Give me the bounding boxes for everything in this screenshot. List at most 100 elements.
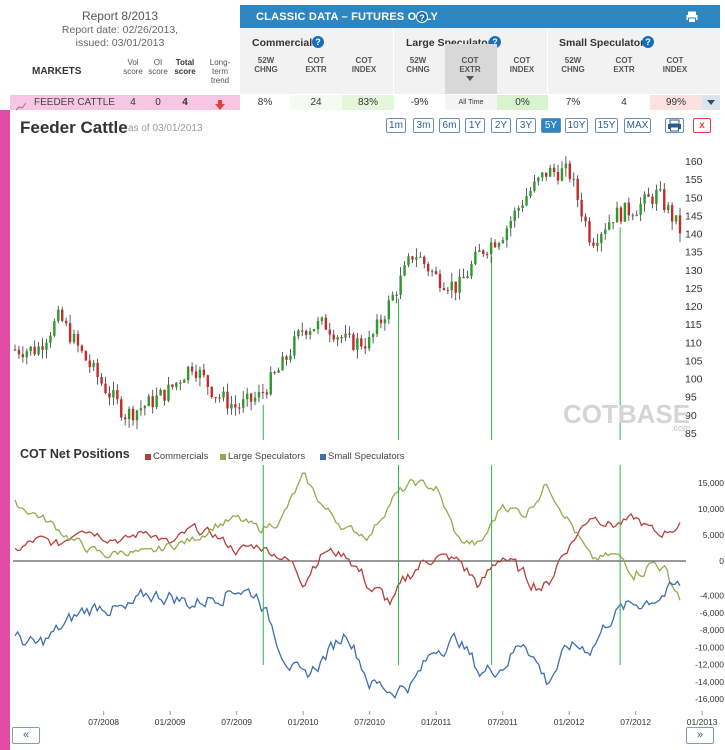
previous-market-button[interactable]: « <box>12 727 40 744</box>
candle-body <box>301 330 304 332</box>
candle-body <box>226 391 229 409</box>
classic-help-icon[interactable]: ? <box>416 11 428 23</box>
candle-body <box>273 372 276 374</box>
oi-score-value: 0 <box>155 97 161 108</box>
candle-body <box>623 202 627 222</box>
legend-large-speculators[interactable]: Large Speculators <box>228 451 306 462</box>
range-1m-button[interactable]: 1m <box>386 118 406 133</box>
candle-body <box>230 404 233 409</box>
candle-body <box>533 181 536 191</box>
candle-body <box>497 242 501 248</box>
candle-body <box>352 334 355 350</box>
candle-body <box>135 410 139 421</box>
range-2y-button[interactable]: 2Y <box>491 118 511 133</box>
range-6m-button[interactable]: 6m <box>439 118 460 133</box>
candle-body <box>407 256 410 266</box>
large-extr-value: All Time <box>458 99 484 106</box>
candle-body <box>328 329 331 335</box>
candle-body <box>545 172 548 177</box>
price-tick-label: 155 <box>685 174 703 186</box>
small-extr-value: 4 <box>621 97 627 108</box>
candle-body <box>387 300 391 320</box>
market-name[interactable]: FEEDER CATTLE <box>34 97 115 108</box>
candle-body <box>64 320 68 324</box>
candle-body <box>501 240 505 243</box>
candle-body <box>643 194 646 204</box>
candle-body <box>611 222 615 224</box>
candle-body <box>360 338 363 347</box>
total-score-header: Total score <box>174 58 196 76</box>
candle-body <box>560 168 564 181</box>
candle-body <box>37 346 40 355</box>
candle-body <box>88 360 91 367</box>
net-tick-label: -14,000 <box>695 677 724 687</box>
range-1y-button[interactable]: 1Y <box>465 118 485 133</box>
net-tick-label: 5,000 <box>703 530 725 540</box>
candle-body <box>588 221 591 243</box>
candle-body <box>442 287 446 290</box>
candle-body <box>659 189 662 191</box>
large-extr-header: COT EXTR <box>459 56 481 74</box>
candle-body <box>33 346 36 355</box>
x-tick-label: 01/2010 <box>288 717 319 727</box>
candle-body <box>474 251 477 265</box>
legend-commercials[interactable]: Commercials <box>153 451 209 462</box>
candle-body <box>61 309 64 321</box>
print-icon[interactable] <box>686 10 698 23</box>
price-tick-label: 130 <box>685 265 703 277</box>
price-tick-label: 125 <box>685 283 703 295</box>
candle-body <box>576 178 579 200</box>
candle-body <box>627 202 631 216</box>
candle-body <box>580 199 583 217</box>
candle-body <box>238 407 241 409</box>
candle-body <box>163 389 166 401</box>
chart-print-button[interactable] <box>665 118 684 133</box>
market-row[interactable] <box>10 95 240 110</box>
comm-index-value: 83% <box>357 97 378 108</box>
range-3m-button[interactable]: 3m <box>413 118 434 133</box>
candle-body <box>364 346 367 349</box>
x-tick-label: 01/2012 <box>554 717 585 727</box>
candle-body <box>76 334 80 346</box>
x-tick-label: 01/2013 <box>687 717 718 727</box>
candle-body <box>190 366 194 372</box>
legend-small-speculators[interactable]: Small Speculators <box>328 451 405 462</box>
next-market-button[interactable]: » <box>686 727 714 744</box>
candle-body <box>179 382 182 384</box>
candle-body <box>383 319 387 324</box>
expand-button[interactable] <box>702 95 720 110</box>
commercials-help-icon[interactable]: ? <box>312 36 324 48</box>
range-max-button[interactable]: MAX <box>624 118 651 133</box>
candle-body <box>470 264 473 277</box>
candle-body <box>537 177 540 182</box>
classic-data-title: CLASSIC DATA – FUTURES ONLY <box>256 11 439 23</box>
candle-body <box>29 346 32 352</box>
comm-extr-header: COT EXTR <box>305 56 327 74</box>
candle-body <box>340 337 343 339</box>
range-5y-button[interactable]: 5Y <box>541 118 561 133</box>
candle-body <box>655 189 658 204</box>
net-positions-chart: 15,000 10,000 5,000 0 -4,000 -6,000 -8,000 -10,… <box>13 465 725 727</box>
large-extr-header-cell[interactable] <box>445 44 497 94</box>
small-speculators-help-icon[interactable]: ? <box>642 36 654 48</box>
range-10y-button[interactable]: 10Y <box>565 118 588 133</box>
range-15y-button[interactable]: 15Y <box>595 118 618 133</box>
candle-body <box>25 351 29 358</box>
candle-body <box>159 389 162 396</box>
legend-large-swatch <box>220 454 226 460</box>
candle-body <box>584 216 587 222</box>
candle-body <box>249 393 253 402</box>
total-score-value: 4 <box>182 97 188 108</box>
price-tick-label: 90 <box>685 410 697 422</box>
candle-body <box>316 321 320 330</box>
small-extr-header: COT EXTR <box>613 56 635 74</box>
candle-body <box>454 281 457 293</box>
candle-body <box>430 271 434 273</box>
candle-body <box>281 356 284 371</box>
report-info <box>0 0 240 95</box>
candle-body <box>371 334 375 338</box>
candle-body <box>147 396 150 407</box>
close-chart-button[interactable]: x <box>693 118 711 133</box>
candle-body <box>253 397 257 402</box>
range-3y-button[interactable]: 3Y <box>516 118 536 133</box>
